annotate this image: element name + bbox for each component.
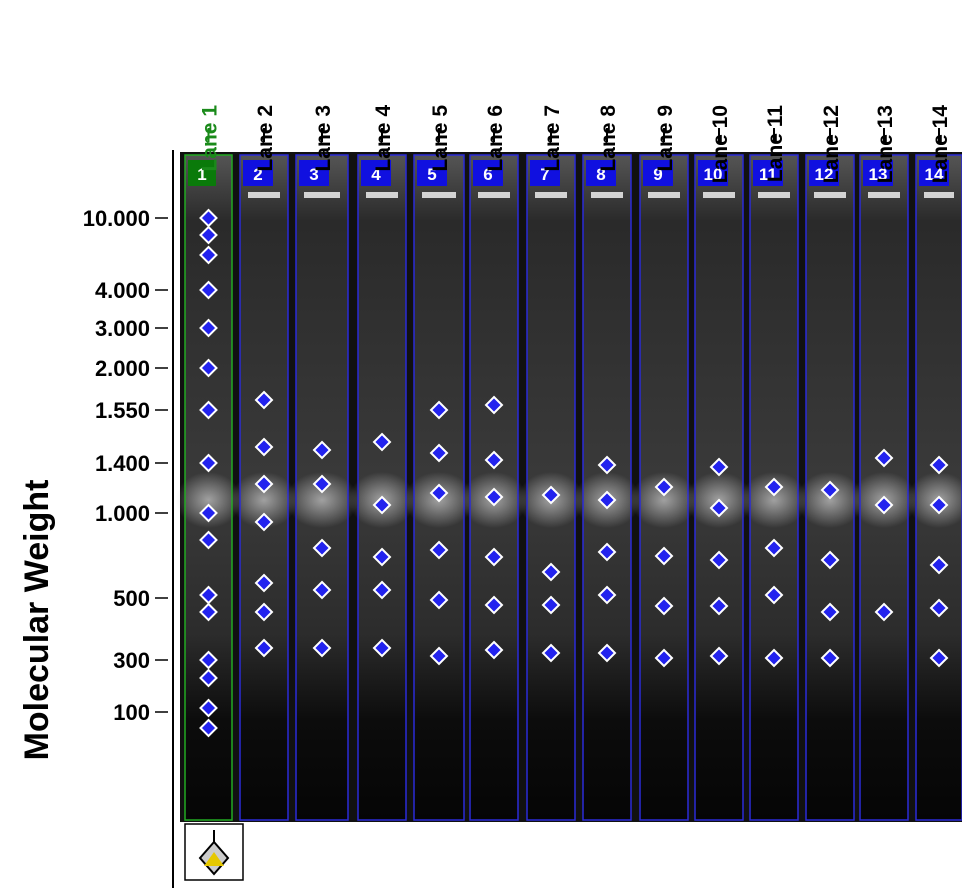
lane-label: Lane 3 <box>312 105 335 172</box>
lane-label: Lane 10 <box>709 105 732 183</box>
y-tick-label: 1.400 <box>95 451 150 476</box>
y-tick-label: 1.550 <box>95 398 150 423</box>
well <box>478 192 510 198</box>
lane-label: Lane 1 <box>199 105 222 172</box>
lane-label: Lane 9 <box>654 105 677 172</box>
page: Molecular Weight 10.000 4.000 3.000 2.000 1.… <box>0 0 962 888</box>
y-tick-label: 300 <box>113 648 150 673</box>
y-ticks: 10.000 4.000 3.000 2.000 1.550 1.400 1.000 500 3… <box>83 206 168 725</box>
well <box>924 192 954 198</box>
y-tick-label: 1.000 <box>95 501 150 526</box>
well <box>648 192 680 198</box>
well <box>814 192 846 198</box>
well <box>703 192 735 198</box>
lane-label: Lane 11 <box>764 105 787 182</box>
well <box>422 192 456 198</box>
well <box>868 192 900 198</box>
well <box>366 192 398 198</box>
well <box>248 192 280 198</box>
lane-label: Lane 13 <box>874 105 897 183</box>
lane-label: Lane 7 <box>541 105 564 172</box>
lane-label: Lane 6 <box>484 105 507 172</box>
y-tick-label: 100 <box>113 700 150 725</box>
well <box>591 192 623 198</box>
lane-label: Lane 8 <box>597 105 620 172</box>
well <box>758 192 790 198</box>
lane-label: Lane 5 <box>429 105 452 172</box>
y-tick-label: 500 <box>113 586 150 611</box>
lane-label: Lane 2 <box>254 105 277 172</box>
lane-label: Lane 14 <box>929 105 952 184</box>
y-tick-label: 4.000 <box>95 278 150 303</box>
y-tick-label: 2.000 <box>95 356 150 381</box>
y-tick-label: 10.000 <box>83 206 150 231</box>
lane-label: Lane 12 <box>820 105 843 183</box>
y-axis-title: Molecular Weight <box>18 480 56 761</box>
well <box>535 192 567 198</box>
lane-label: Lane 4 <box>372 105 395 172</box>
gel-view: Molecular Weight 10.000 4.000 3.000 2.000 1.… <box>0 0 962 888</box>
well <box>304 192 340 198</box>
y-tick-label: 3.000 <box>95 316 150 341</box>
